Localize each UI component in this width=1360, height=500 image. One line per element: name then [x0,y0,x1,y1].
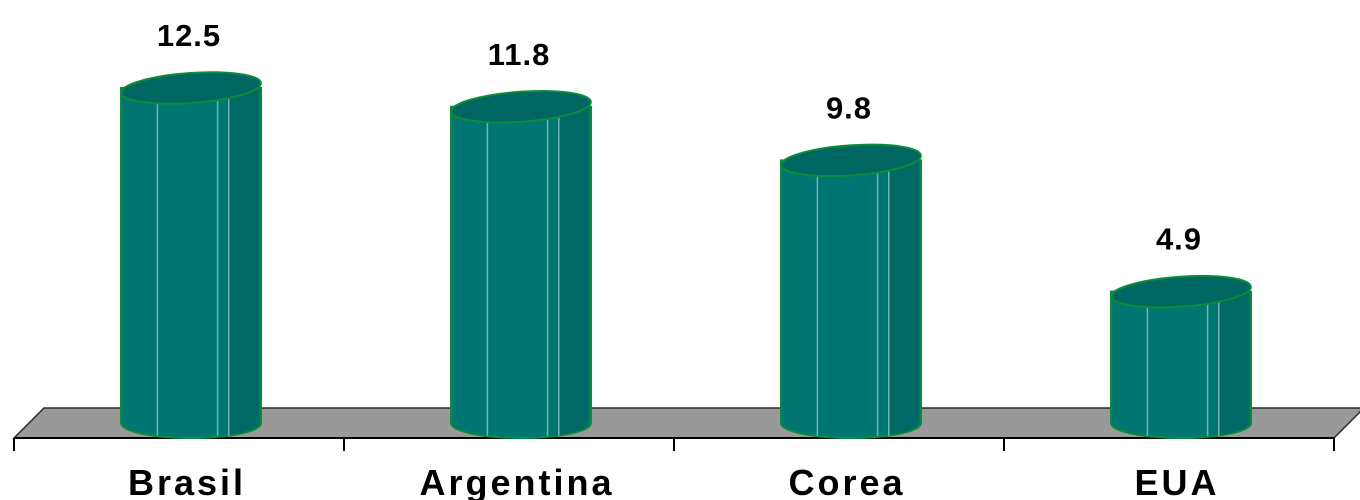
bar [780,143,922,439]
bar-shade [889,160,919,436]
bar [1110,274,1252,439]
bar-shade [559,106,589,435]
bar-body [780,159,922,439]
category-label: Argentina [419,462,614,500]
category-label: Corea [788,462,905,500]
bar [450,90,592,439]
bar [120,71,262,439]
data-label: 9.8 [826,90,872,125]
data-label: 12.5 [157,18,221,53]
bar-shade [229,88,259,435]
data-label: 11.8 [488,37,551,72]
category-labels-group: Brasil Argentina Corea EUA [128,462,1219,500]
bar-body [120,87,262,439]
x-axis [13,437,1335,451]
bar-shade [1219,291,1249,435]
bar-top [120,71,262,105]
bar-body [450,105,592,439]
data-labels-group: 12.5 11.8 9.8 4.9 [157,18,1202,257]
bar-body [1110,290,1252,439]
bar-top [1110,274,1252,309]
bars-group [120,71,1252,439]
category-label: EUA [1134,462,1219,500]
bar-top [780,143,922,178]
category-label: Brasil [128,462,246,500]
bar-top [450,90,592,124]
data-label: 4.9 [1156,222,1202,257]
